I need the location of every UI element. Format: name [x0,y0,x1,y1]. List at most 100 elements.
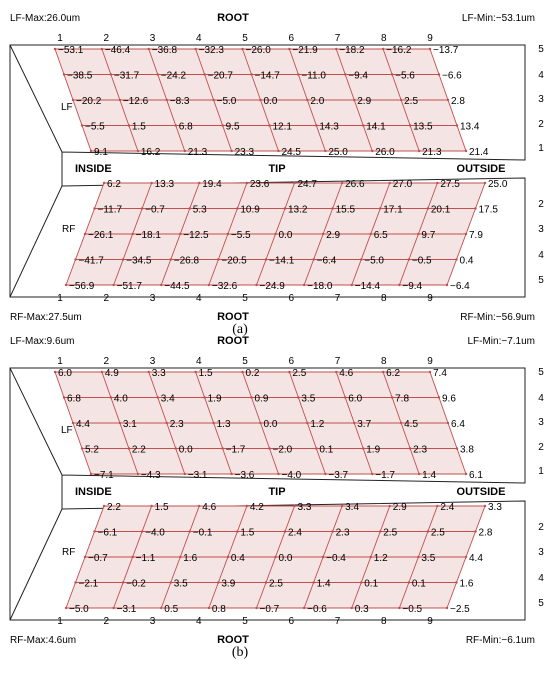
lf-value: 14.3 [319,122,339,133]
lf-value: 6.1 [469,470,483,481]
rf-mesh-node [312,581,315,584]
lf-mesh-node [89,149,93,153]
rf-mesh-node [112,606,115,610]
column-index-bottom: 8 [381,616,387,627]
lf-value: 3.1 [123,419,137,430]
rf-value: −18.1 [136,230,162,241]
rf-mesh-node [179,232,182,236]
panel-caption: (a) [232,322,248,337]
lf-mesh-node [353,421,356,425]
lf-value: 3.5 [301,394,315,405]
rf-value: 7.9 [469,230,483,241]
lf-mesh-node [194,47,197,51]
lf-mesh-node [437,73,441,76]
rf-value: 4.4 [469,553,483,564]
lf-value: −26.0 [246,45,272,56]
lf-value: 1.9 [366,445,380,456]
column-index-bottom: 5 [242,616,248,627]
rf-mesh-node [483,504,487,508]
rf-mesh-node [112,283,115,287]
lf-value: 24.5 [282,147,302,158]
lf-value: 6.2 [386,368,400,379]
column-index-bottom: 6 [288,293,294,304]
rf-value: −0.7 [88,553,108,564]
lf-mesh-node [371,472,374,476]
lf-mesh-node [136,149,140,153]
tip-label: TIP [268,163,285,175]
lf-mesh-node [221,124,224,127]
row-index-right: 5 [538,598,544,609]
rf-mesh-node [398,606,401,610]
column-index-bottom: 3 [150,293,156,304]
rf-value: 0.5 [164,604,178,615]
rf-mesh-node [302,606,306,610]
rf-max-label: RF-Max:4.6um [10,635,76,646]
lf-mesh-node [417,472,421,476]
rf-value: 3.4 [345,502,359,513]
rf-mesh-node [169,581,172,584]
rf-mesh-node [464,232,468,236]
lf-mesh-node [221,447,224,450]
lf-value: 7.8 [395,394,409,405]
lf-value: −20.2 [76,96,102,107]
rf-value: −0.7 [145,205,165,216]
rf-mesh-node [321,232,325,236]
lf-value: 0.0 [264,419,278,430]
rf-mesh-node [388,181,391,185]
lf-mesh-node [230,149,233,153]
root-top-label: ROOT [217,335,249,347]
rf-mesh-node [198,181,201,185]
row-index-right: 3 [538,417,544,428]
rf-value: −14.4 [355,281,381,292]
lf-label: LF [61,102,73,113]
rf-value: 13.2 [288,205,308,216]
rf-mesh-node [369,232,372,236]
rf-value: 3.9 [221,579,235,590]
lf-min-label: LF-Min:−7.1um [467,336,535,347]
root-top-label: ROOT [217,12,249,24]
lf-mesh-node [306,98,309,102]
rf-mesh-node [150,181,153,185]
lf-mesh-node [268,447,271,450]
rf-mesh-node [407,258,411,261]
rf-value: 1.4 [317,579,331,590]
rf-value: 9.7 [421,230,435,241]
rf-mesh-node [169,258,172,261]
rf-value: 0.8 [212,604,226,615]
rf-value: −0.5 [402,604,422,615]
lf-mesh-node [136,472,140,476]
rf-value: −0.6 [307,604,327,615]
lf-mesh-node [362,124,365,127]
lf-mesh-node [183,149,186,153]
rf-mesh-node [102,504,106,508]
rf-value: 20.1 [431,205,451,216]
rf-mesh-node [217,258,220,261]
rf-value: 23.6 [250,179,270,190]
column-index-bottom: 9 [427,293,433,304]
lf-value: −4.0 [282,470,302,481]
rf-mesh-node [83,555,87,559]
lf-value: 0.1 [319,445,333,456]
row-index-right: 2 [538,119,544,130]
rf-mesh-node [340,504,344,508]
lf-mesh-node [390,396,394,399]
column-index-bottom: 1 [57,293,63,304]
lf-mesh-node [277,472,280,476]
rf-mesh-node [83,232,87,236]
rf-mesh-node [140,207,144,210]
lf-mesh-node [408,124,412,127]
rf-mesh-node [160,283,163,287]
lf-value: −24.2 [161,71,187,82]
lf-mesh-node [259,98,262,102]
outside-label: OUTSIDE [457,163,506,175]
rf-mesh-node [283,530,287,533]
rf-mesh-node [283,207,287,210]
lf-value: −36.8 [152,45,178,56]
rf-mesh-node [331,207,334,210]
rf-value: −12.5 [183,230,209,241]
rf-value: 1.6 [460,579,474,590]
lf-value: 6.8 [67,394,81,405]
lf-mesh-node [127,124,131,127]
rf-value: 6.5 [374,230,388,241]
lf-mesh-node [165,421,168,425]
